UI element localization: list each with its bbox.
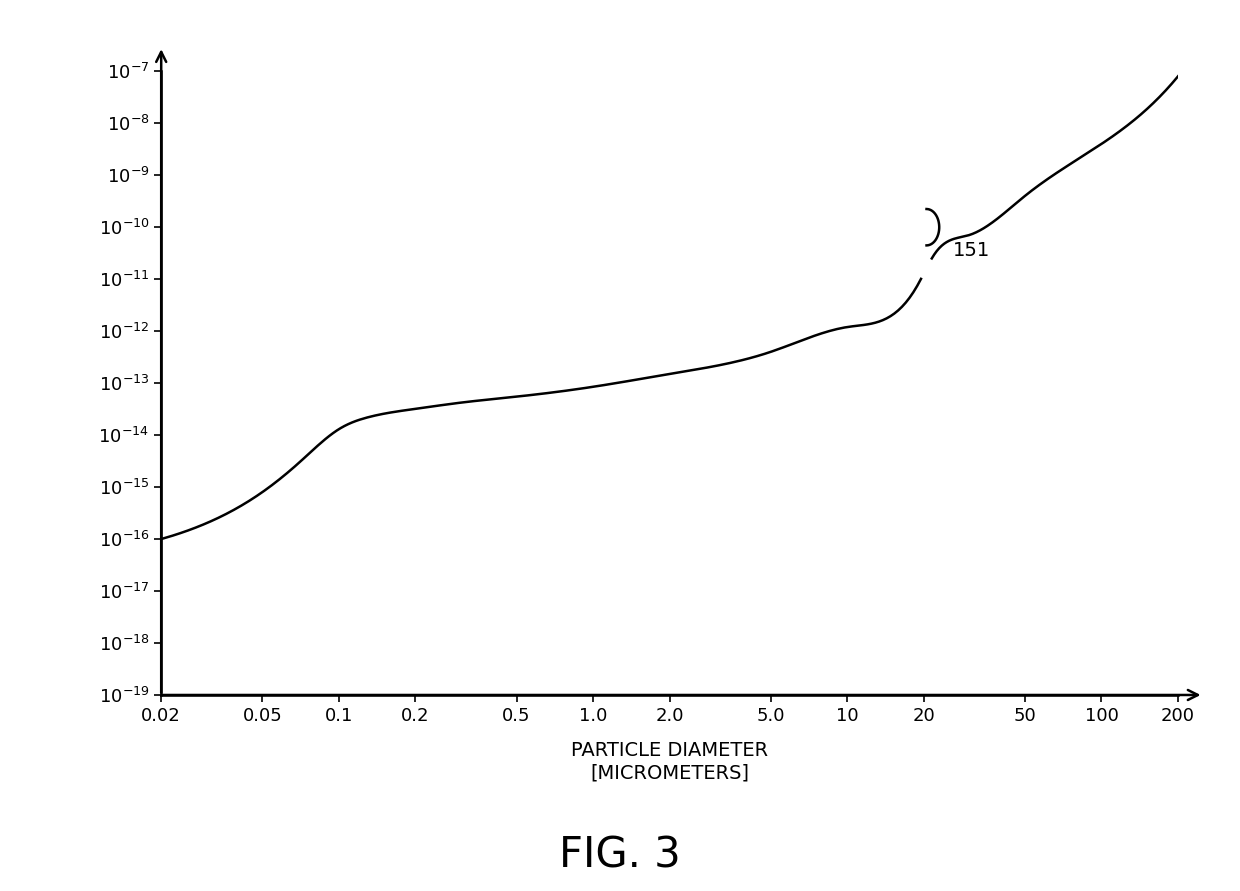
Text: 151: 151: [952, 241, 990, 260]
Text: FIG. 3: FIG. 3: [559, 834, 681, 877]
X-axis label: PARTICLE DIAMETER
[MICROMETERS]: PARTICLE DIAMETER [MICROMETERS]: [572, 741, 768, 782]
